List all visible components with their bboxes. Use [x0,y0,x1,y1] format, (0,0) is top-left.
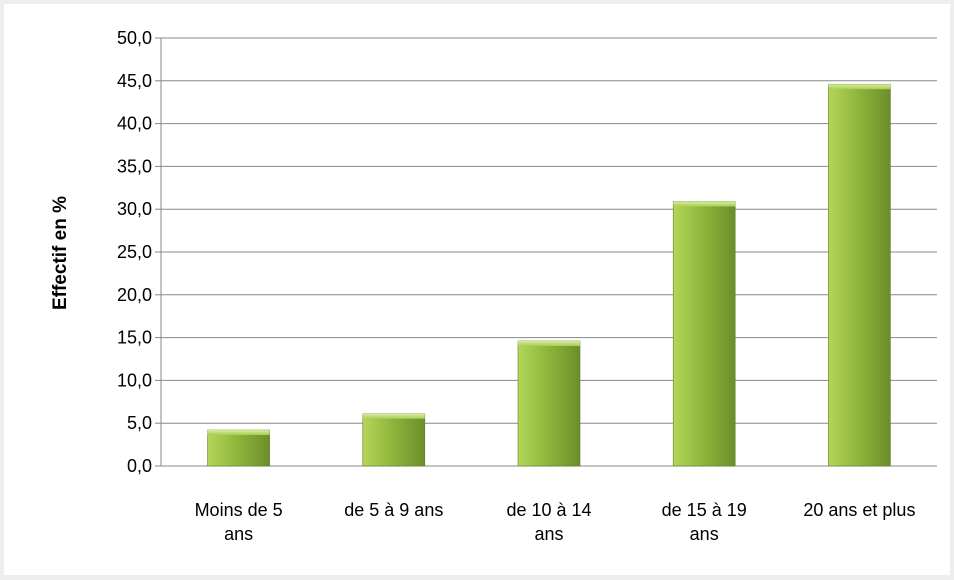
bar-top-bevel [828,84,891,90]
y-tick-label: 50,0 [117,28,152,48]
bar [362,413,426,467]
bar-body [207,429,270,467]
bar-body [672,201,736,467]
y-tick-label: 35,0 [117,156,152,176]
x-category-label: de 10 à 14 [506,500,591,520]
bar-body [828,83,891,467]
bar [207,429,270,467]
y-tick-label: 40,0 [117,114,152,134]
x-category-label: ans [534,524,563,544]
x-category-label: de 15 à 19 [662,500,747,520]
gridlines [155,37,937,467]
x-category-labels: Moins de 5 ans de 5 à 9 ans de 10 à 14 ans de… [195,500,916,544]
bar-body [517,340,581,467]
y-tick-label: 0,0 [127,456,152,476]
y-tick-label: 45,0 [117,71,152,91]
y-tick-label: 25,0 [117,242,152,262]
y-tick-labels: 0,0 5,0 10,0 15,0 20,0 25,0 30,0 35,0 40,0 45,0 50… [117,28,152,476]
x-category-label: ans [224,524,253,544]
y-tick-label: 15,0 [117,328,152,348]
bar-top-bevel [518,341,580,347]
bar-top-bevel [207,430,270,436]
bar-top-bevel [362,413,425,419]
y-tick-label: 20,0 [117,285,152,305]
y-tick-label: 5,0 [127,413,152,433]
y-axis-label: Effectif en % [50,196,71,310]
bar-top-bevel [673,201,736,207]
bar [517,340,581,467]
bar [828,83,891,467]
x-category-label: Moins de 5 [195,500,283,520]
chart-panel: 0,0 5,0 10,0 15,0 20,0 25,0 30,0 35,0 40,0 45,0 50… [4,4,950,575]
y-tick-label: 30,0 [117,199,152,219]
x-category-label: ans [690,524,719,544]
x-category-label: 20 ans et plus [803,500,915,520]
bar-chart: 0,0 5,0 10,0 15,0 20,0 25,0 30,0 35,0 40,0 45,0 50… [50,28,937,544]
bar [672,201,736,467]
y-tick-label: 10,0 [117,370,152,390]
bar-body [362,413,426,467]
bars [207,83,891,467]
x-category-label: de 5 à 9 ans [344,500,443,520]
